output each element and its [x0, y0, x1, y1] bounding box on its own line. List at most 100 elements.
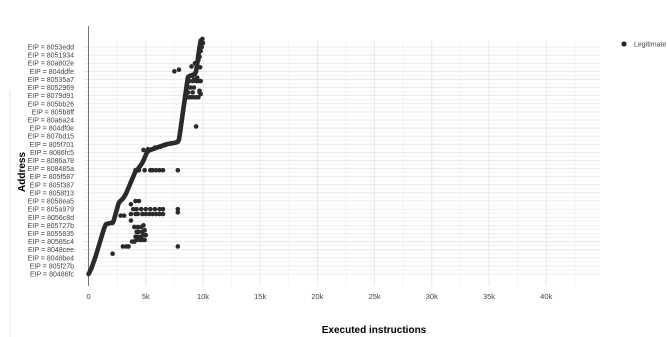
y-tick-label: EIP = 80535a7	[28, 77, 74, 84]
y-tick-label: EIP = 8058ea5	[28, 199, 74, 206]
y-tick-label: EIP = 8079d91	[28, 93, 74, 100]
data-point	[126, 244, 131, 249]
data-point	[160, 211, 166, 217]
data-point	[193, 124, 199, 129]
data-point	[136, 167, 142, 173]
y-tick-label: EIP = 80a6a24	[28, 117, 74, 124]
data-point	[194, 75, 200, 81]
y-tick-label: EIP = 80486fc	[30, 272, 75, 279]
data-point	[141, 147, 146, 153]
data-point	[128, 211, 134, 217]
data-point	[128, 201, 134, 207]
y-tick-label: EIP = 80585c4	[28, 239, 74, 246]
y-tick-label: EIP = 8052969	[28, 85, 74, 92]
legend[interactable]: Legitimate	[621, 41, 666, 49]
x-tick-label: 40k	[540, 292, 552, 301]
y-tick-label: EIP = 805f27b	[30, 263, 75, 270]
data-point	[136, 229, 142, 235]
data-point	[143, 211, 149, 217]
data-point	[197, 54, 202, 60]
data-point	[135, 211, 141, 217]
data-point	[186, 78, 192, 84]
data-point	[133, 198, 138, 204]
legend-label-legitimate: Legitimate	[634, 42, 666, 49]
data-point	[121, 213, 127, 218]
x-tick-label: 25k	[369, 292, 381, 301]
data-point	[135, 224, 141, 230]
data-point	[153, 211, 159, 217]
data-point	[175, 210, 181, 215]
data-point	[196, 94, 201, 100]
data-point	[160, 206, 166, 212]
y-tick-label: EIP = 805f387	[30, 182, 75, 189]
y-tick-label: EIP = 804ddfe	[30, 69, 75, 76]
data-point	[118, 213, 123, 218]
data-point	[153, 167, 159, 173]
data-point	[134, 206, 139, 212]
y-tick-label: EIP = 8048cee	[28, 247, 74, 254]
data-point	[148, 206, 153, 212]
data-point	[168, 141, 174, 146]
y-tick-label: EIP = 8058f13	[30, 190, 75, 197]
x-tick-label: 10k	[197, 292, 209, 301]
data-point	[145, 146, 151, 152]
data-point	[157, 211, 162, 217]
data-point	[184, 85, 190, 90]
y-axis-title: Address	[17, 152, 28, 192]
data-point	[200, 40, 206, 46]
y-tick-label: EIP = 8051934	[28, 53, 74, 60]
data-point	[191, 77, 197, 82]
data-point	[132, 224, 137, 230]
y-tick-label: EIP = 8048be4	[28, 255, 74, 262]
y-tick-label: EIP = 805f587	[30, 174, 75, 181]
y-tick-label: EIP = 8056c8d	[28, 215, 74, 222]
data-point	[199, 44, 205, 50]
data-point	[138, 206, 144, 212]
y-tick-label: EIP = 804df0e	[30, 126, 75, 133]
data-point	[162, 142, 168, 148]
y-tick-label: EIP = 807bd15	[28, 134, 74, 141]
y-tick-label: EIP = 805a979	[28, 207, 74, 214]
y-tick-label: EIP = 8053edd	[28, 45, 74, 52]
data-point	[120, 244, 126, 249]
y-tick-label: EIP = 8055835	[28, 231, 74, 238]
data-point	[160, 167, 166, 173]
data-point	[176, 67, 182, 72]
data-point	[128, 218, 134, 223]
data-point	[188, 85, 193, 90]
data-point	[157, 206, 162, 212]
x-tick-label: 30k	[426, 292, 438, 301]
data-point	[133, 167, 138, 173]
data-point	[200, 36, 205, 42]
data-points	[86, 36, 206, 277]
data-point	[150, 167, 155, 173]
data-point	[150, 211, 155, 217]
data-point	[135, 234, 141, 240]
data-point	[142, 237, 147, 243]
y-tick-label: EIP = 80a802e	[28, 61, 74, 68]
x-tick-label: 15k	[254, 292, 266, 301]
y-tick-label: EIP = 808485a	[28, 166, 74, 173]
y-tick-label: EIP = 805f701	[30, 142, 75, 149]
data-point	[143, 206, 149, 212]
data-point	[172, 69, 177, 74]
x-tick-label: 35k	[483, 292, 495, 301]
data-point	[175, 167, 181, 173]
y-tick-label: EIP = 805bb26	[28, 101, 74, 108]
data-point	[140, 211, 145, 217]
data-point	[143, 232, 149, 238]
data-point	[130, 206, 136, 212]
x-tick-label: 5k	[142, 292, 150, 301]
data-point	[191, 85, 197, 90]
data-point	[198, 91, 203, 97]
data-point	[141, 223, 146, 228]
x-tick-label: 0	[86, 292, 90, 301]
y-tick-label: EIP = 8086a78	[28, 158, 74, 165]
data-point	[190, 90, 195, 95]
y-tick-label: EIP = 8086fc5	[30, 150, 74, 157]
x-axis-title: Executed instructions	[322, 325, 427, 336]
data-point	[142, 227, 147, 233]
data-point	[198, 78, 203, 84]
